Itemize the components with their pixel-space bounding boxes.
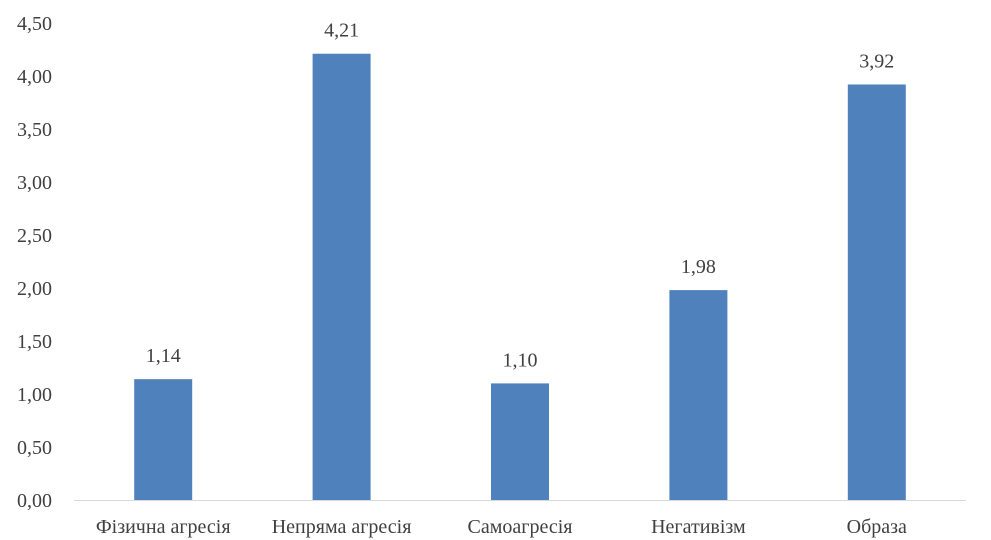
y-tick-label: 2,00 bbox=[17, 278, 52, 300]
bar bbox=[491, 383, 549, 500]
data-label: 1,10 bbox=[503, 349, 538, 371]
y-axis: 0,00 0,50 1,00 1,50 2,00 2,50 3,00 3,50 4,00 4,50 bbox=[17, 13, 52, 512]
bar bbox=[669, 290, 728, 500]
bar bbox=[134, 379, 193, 500]
y-tick-label: 4,00 bbox=[17, 66, 52, 88]
bar bbox=[312, 53, 371, 501]
data-label: 4,21 bbox=[324, 20, 359, 42]
bar bbox=[847, 84, 906, 500]
x-tick-label: Непряма агресія bbox=[272, 516, 412, 538]
x-tick-label: Образа bbox=[847, 516, 907, 538]
y-tick-label: 2,50 bbox=[17, 225, 52, 247]
bars bbox=[134, 53, 906, 501]
data-label: 1,98 bbox=[681, 256, 716, 278]
y-tick-label: 1,00 bbox=[17, 384, 52, 406]
x-tick-label: Фізична агресія bbox=[96, 516, 231, 538]
data-label: 1,14 bbox=[146, 345, 181, 367]
y-tick-label: 1,50 bbox=[17, 331, 52, 353]
y-tick-label: 3,50 bbox=[17, 119, 52, 141]
y-tick-label: 3,00 bbox=[17, 172, 52, 194]
data-label: 3,92 bbox=[859, 50, 894, 72]
y-tick-label: 0,00 bbox=[17, 490, 52, 512]
y-tick-label: 0,50 bbox=[17, 437, 52, 459]
x-tick-label: Самоагресія bbox=[468, 516, 573, 538]
x-axis: Фізична агресія Непряма агресія Самоагресі… bbox=[96, 516, 907, 538]
x-tick-label: Негативізм bbox=[651, 516, 746, 538]
data-labels: 1,14 4,21 1,10 1,98 3,92 bbox=[146, 20, 895, 372]
y-tick-label: 4,50 bbox=[17, 13, 52, 35]
